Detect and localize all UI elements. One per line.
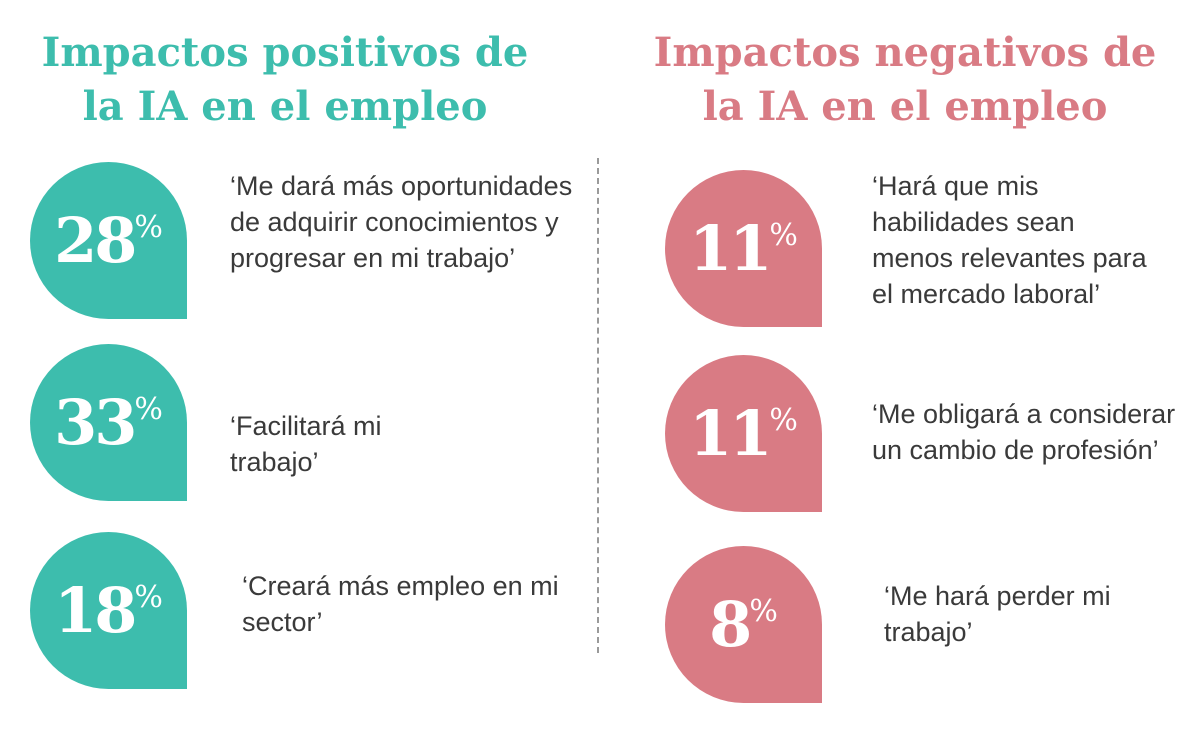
quote-positive-2: ‘Facilitará mi trabajo’ [230,411,382,477]
stat-value: 33 [54,386,137,459]
stat-badge-negative-3: 8% [665,546,822,703]
stat-badge-positive-3: 18% [30,532,187,689]
percent-sign: % [769,218,798,253]
stat-badge-positive-2: 33% [30,344,187,501]
stat-badge-negative-1: 11% [665,170,822,327]
stat-value: 11 [689,397,772,470]
quote-negative-3: ‘Me hará perder mi trabajo’ [884,581,1111,647]
quote-negative-1: ‘Hará que mis habilidades sean menos rel… [872,171,1147,309]
quote-positive-1: ‘Me dará más oportunidades de adquirir c… [230,171,573,273]
quote-positive-3: ‘Creará más empleo en mi sector’ [242,571,559,637]
stat-value: 28 [54,204,137,277]
percent-sign: % [134,210,163,245]
stat-badge-negative-2: 11% [665,355,822,512]
stat-value: 11 [689,212,772,285]
negative-title: Impactos negativos de la IA en el empleo [625,26,1185,134]
stat-value: 18 [54,574,137,647]
percent-sign: % [134,580,163,615]
percent-sign: % [134,392,163,427]
percent-sign: % [749,594,778,629]
positive-title-line1: Impactos positivos de [41,29,529,76]
stat-value: 8 [709,588,752,661]
positive-title: Impactos positivos de la IA en el empleo [5,26,565,134]
quote-negative-2: ‘Me obligará a considerar un cambio de p… [872,399,1176,465]
percent-sign: % [769,403,798,438]
negative-title-line1: Impactos negativos de [653,29,1157,76]
dashed-divider [597,158,599,653]
stat-badge-positive-1: 28% [30,162,187,319]
positive-title-line2: la IA en el empleo [82,83,488,130]
negative-title-line2: la IA en el empleo [702,83,1108,130]
